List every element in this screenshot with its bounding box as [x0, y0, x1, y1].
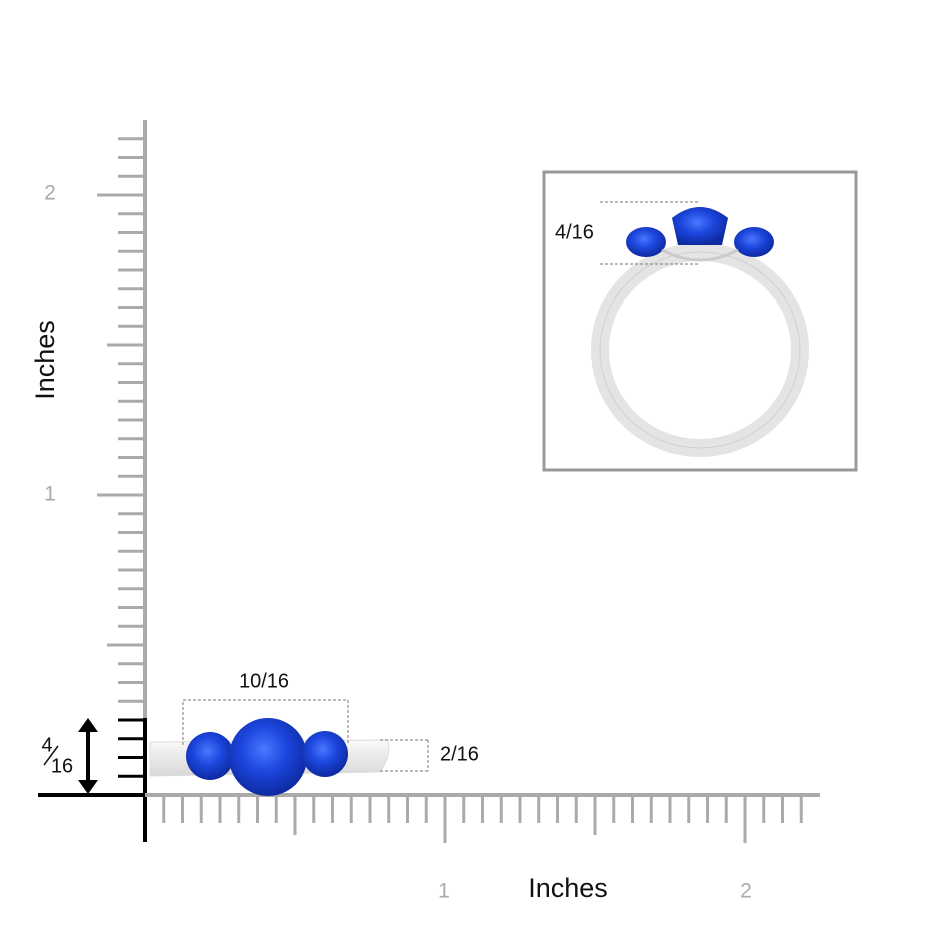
y-tick-label: 1 [44, 483, 56, 506]
inset-guide [600, 201, 700, 265]
x-tick-label: 2 [740, 880, 752, 903]
height-guide [380, 739, 429, 772]
y-axis-label: Inches [30, 320, 60, 400]
inset-side-stone [626, 227, 666, 257]
ring-shank-edge [599, 251, 801, 449]
width-guide [182, 699, 349, 745]
fraction-denominator: 16 [51, 755, 73, 777]
side-stone [186, 732, 234, 780]
inset-side-stone [734, 227, 774, 257]
inset-setting [661, 248, 739, 262]
inset-center-stone [672, 207, 728, 245]
y-tick-label: 2 [44, 182, 56, 205]
width-label: 10/16 [239, 670, 289, 692]
x-tick-label: 1 [438, 880, 450, 903]
x-axis-label: Inches [528, 873, 608, 903]
ruler-ticks [97, 137, 803, 843]
inset-height-label: 4/16 [555, 221, 594, 243]
height-label: 2/16 [440, 743, 479, 765]
fraction-numerator: 4 [41, 734, 52, 756]
side-stone [302, 731, 348, 777]
center-stone [229, 718, 307, 796]
fraction-slash [43, 745, 59, 766]
